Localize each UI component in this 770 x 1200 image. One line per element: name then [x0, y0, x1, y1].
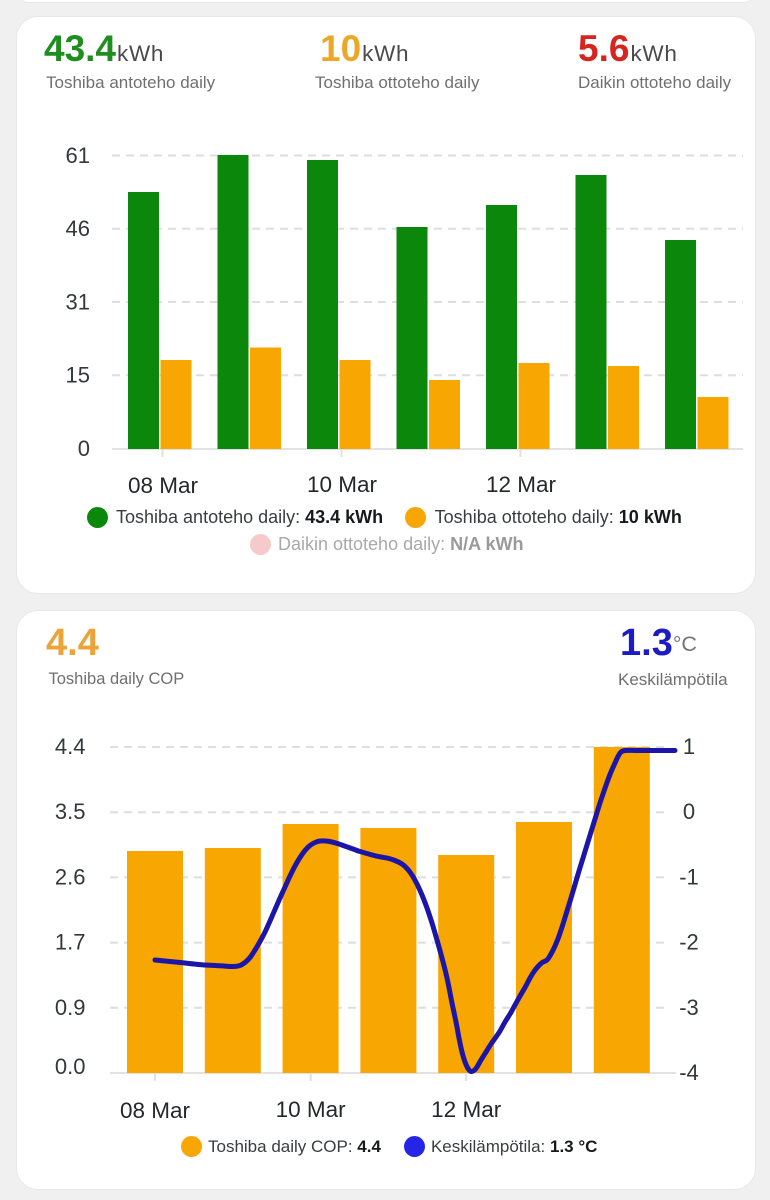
svg-text:4.4: 4.4 [55, 734, 86, 759]
svg-text:0.0: 0.0 [55, 1054, 86, 1079]
svg-text:46: 46 [66, 216, 90, 241]
svg-text:08 Mar: 08 Mar [120, 1098, 191, 1123]
svg-text:2.6: 2.6 [55, 864, 86, 889]
svg-text:0.9: 0.9 [55, 995, 86, 1020]
svg-text:0: 0 [683, 799, 695, 824]
svg-text:0: 0 [78, 436, 90, 461]
svg-text:1.7: 1.7 [55, 930, 86, 955]
svg-text:-1: -1 [679, 864, 699, 889]
svg-text:31: 31 [66, 290, 90, 315]
svg-text:12 Mar: 12 Mar [431, 1097, 502, 1122]
svg-text:12 Mar: 12 Mar [486, 472, 557, 497]
svg-text:-3: -3 [679, 995, 699, 1020]
svg-text:-2: -2 [679, 930, 699, 955]
svg-text:61: 61 [66, 143, 90, 168]
svg-text:08 Mar: 08 Mar [128, 473, 199, 498]
svg-text:15: 15 [66, 363, 90, 388]
svg-text:-4: -4 [679, 1060, 699, 1085]
svg-text:10 Mar: 10 Mar [307, 472, 378, 497]
svg-text:10 Mar: 10 Mar [276, 1097, 347, 1122]
svg-text:1: 1 [683, 734, 695, 759]
svg-text:3.5: 3.5 [55, 799, 86, 824]
